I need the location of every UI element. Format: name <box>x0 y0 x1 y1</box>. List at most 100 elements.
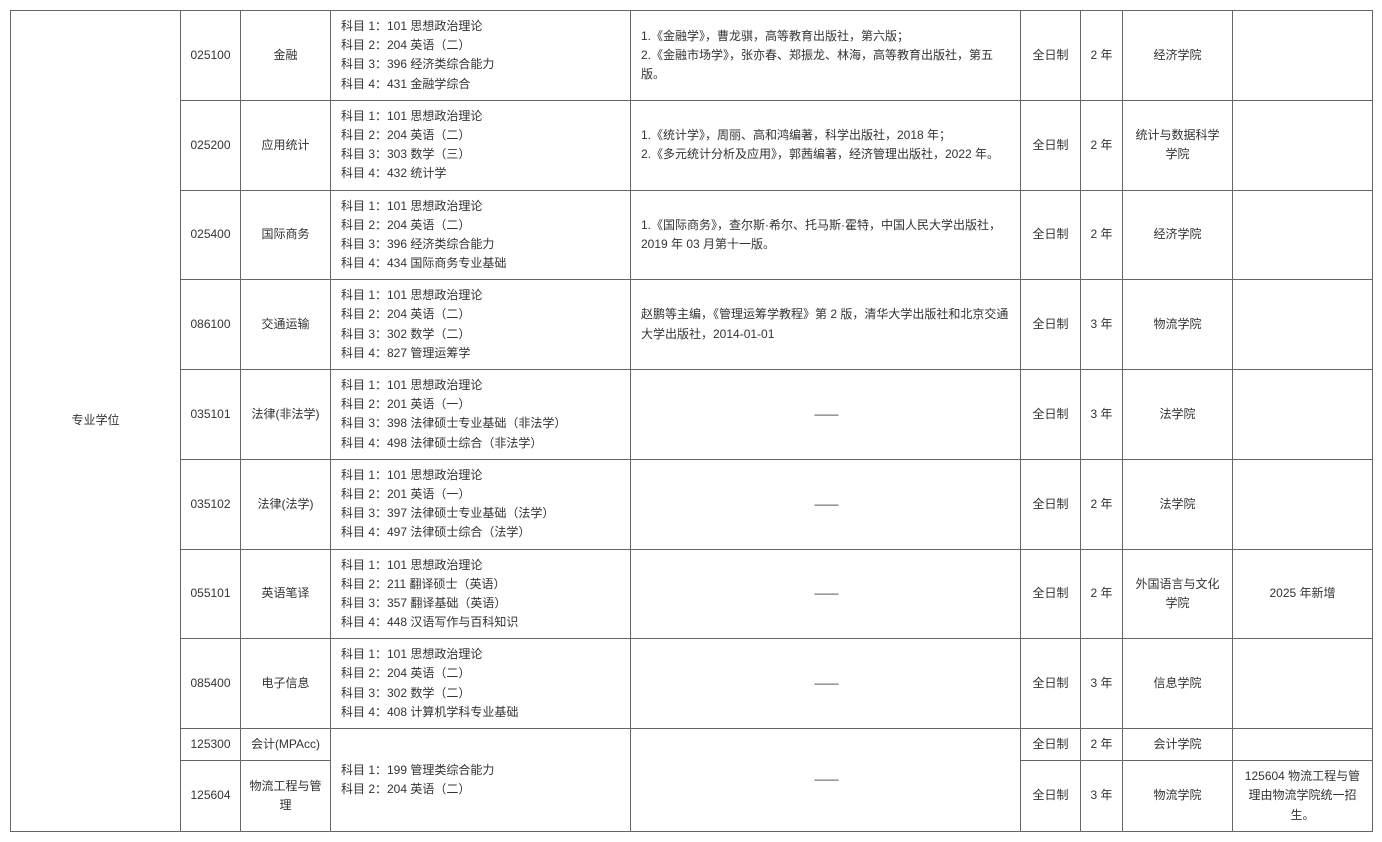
duration-cell: 2 年 <box>1081 11 1123 101</box>
duration-cell: 2 年 <box>1081 459 1123 549</box>
name-cell: 金融 <box>241 11 331 101</box>
duration-cell: 2 年 <box>1081 100 1123 190</box>
code-cell: 055101 <box>181 549 241 639</box>
note-cell <box>1233 11 1373 101</box>
subject-line: 科目 1：101 思想政治理论 <box>341 199 482 213</box>
subject-line: 科目 1：101 思想政治理论 <box>341 468 482 482</box>
subject-line: 科目 4：498 法律硕士综合（非法学） <box>341 436 542 450</box>
dept-cell: 经济学院 <box>1123 190 1233 280</box>
code-cell: 125300 <box>181 729 241 761</box>
duration-cell: 3 年 <box>1081 639 1123 729</box>
mode-cell: 全日制 <box>1021 761 1081 832</box>
duration-cell: 2 年 <box>1081 549 1123 639</box>
refs-cell: —— <box>631 459 1021 549</box>
subject-line: 科目 3：302 数学（二） <box>341 686 470 700</box>
mode-cell: 全日制 <box>1021 370 1081 460</box>
subject-line: 科目 2：204 英语（二） <box>341 128 470 142</box>
subject-line: 科目 3：303 数学（三） <box>341 147 470 161</box>
subject-line: 科目 4：448 汉语写作与百科知识 <box>341 615 518 629</box>
category-cell: 专业学位 <box>11 11 181 832</box>
note-cell <box>1233 280 1373 370</box>
program-table: 专业学位 025100 金融 科目 1：101 思想政治理论 科目 2：204 … <box>10 10 1373 832</box>
table-row: 025200 应用统计 科目 1：101 思想政治理论 科目 2：204 英语（… <box>11 100 1373 190</box>
name-cell: 交通运输 <box>241 280 331 370</box>
mode-cell: 全日制 <box>1021 11 1081 101</box>
subjects-cell: 科目 1：101 思想政治理论 科目 2：204 英语（二） 科目 3：302 … <box>331 280 631 370</box>
dept-cell: 会计学院 <box>1123 729 1233 761</box>
code-cell: 035102 <box>181 459 241 549</box>
mode-cell: 全日制 <box>1021 639 1081 729</box>
note-cell <box>1233 729 1373 761</box>
name-cell: 电子信息 <box>241 639 331 729</box>
table-row: 035102 法律(法学) 科目 1：101 思想政治理论 科目 2：201 英… <box>11 459 1373 549</box>
dept-cell: 统计与数据科学学院 <box>1123 100 1233 190</box>
subject-line: 科目 1：101 思想政治理论 <box>341 647 482 661</box>
dept-cell: 物流学院 <box>1123 280 1233 370</box>
refs-cell: —— <box>631 639 1021 729</box>
subject-line: 科目 1：101 思想政治理论 <box>341 288 482 302</box>
table-row: 085400 电子信息 科目 1：101 思想政治理论 科目 2：204 英语（… <box>11 639 1373 729</box>
dept-cell: 法学院 <box>1123 459 1233 549</box>
name-cell: 英语笔译 <box>241 549 331 639</box>
dept-cell: 信息学院 <box>1123 639 1233 729</box>
code-cell: 125604 <box>181 761 241 832</box>
subject-line: 科目 3：302 数学（二） <box>341 327 470 341</box>
refs-cell: —— <box>631 549 1021 639</box>
subject-line: 科目 3：357 翻译基础（英语） <box>341 596 506 610</box>
subject-line: 科目 3：396 经济类综合能力 <box>341 237 494 251</box>
name-cell: 会计(MPAcc) <box>241 729 331 761</box>
table-row: 086100 交通运输 科目 1：101 思想政治理论 科目 2：204 英语（… <box>11 280 1373 370</box>
code-cell: 025200 <box>181 100 241 190</box>
note-cell <box>1233 190 1373 280</box>
subject-line: 科目 4：827 管理运筹学 <box>341 346 470 360</box>
mode-cell: 全日制 <box>1021 190 1081 280</box>
dept-cell: 物流学院 <box>1123 761 1233 832</box>
subject-line: 科目 2：204 英语（二） <box>341 666 470 680</box>
subject-line: 科目 3：398 法律硕士专业基础（非法学） <box>341 416 566 430</box>
duration-cell: 2 年 <box>1081 190 1123 280</box>
subject-line: 科目 3：397 法律硕士专业基础（法学） <box>341 506 554 520</box>
table-row: 035101 法律(非法学) 科目 1：101 思想政治理论 科目 2：201 … <box>11 370 1373 460</box>
subject-line: 科目 4：497 法律硕士综合（法学） <box>341 525 530 539</box>
note-cell <box>1233 639 1373 729</box>
subject-line: 科目 4：434 国际商务专业基础 <box>341 256 506 270</box>
name-cell: 国际商务 <box>241 190 331 280</box>
mode-cell: 全日制 <box>1021 280 1081 370</box>
duration-cell: 3 年 <box>1081 370 1123 460</box>
refs-cell: 赵鹏等主编，《管理运筹学教程》第 2 版，清华大学出版社和北京交通大学出版社，2… <box>631 280 1021 370</box>
duration-cell: 3 年 <box>1081 280 1123 370</box>
table-row: 025400 国际商务 科目 1：101 思想政治理论 科目 2：204 英语（… <box>11 190 1373 280</box>
note-cell <box>1233 100 1373 190</box>
table-row: 125300 会计(MPAcc) 科目 1：199 管理类综合能力 科目 2：2… <box>11 729 1373 761</box>
code-cell: 025100 <box>181 11 241 101</box>
subject-line: 科目 2：204 英语（二） <box>341 218 470 232</box>
subjects-cell: 科目 1：101 思想政治理论 科目 2：201 英语（一） 科目 3：397 … <box>331 459 631 549</box>
dept-cell: 法学院 <box>1123 370 1233 460</box>
name-cell: 物流工程与管理 <box>241 761 331 832</box>
refs-cell: —— <box>631 729 1021 832</box>
table-row: 专业学位 025100 金融 科目 1：101 思想政治理论 科目 2：204 … <box>11 11 1373 101</box>
duration-cell: 3 年 <box>1081 761 1123 832</box>
subject-line: 科目 4：431 金融学综合 <box>341 77 470 91</box>
mode-cell: 全日制 <box>1021 100 1081 190</box>
note-cell: 125604 物流工程与管理由物流学院统一招生。 <box>1233 761 1373 832</box>
subjects-cell: 科目 1：101 思想政治理论 科目 2：201 英语（一） 科目 3：398 … <box>331 370 631 460</box>
code-cell: 086100 <box>181 280 241 370</box>
subjects-cell: 科目 1：101 思想政治理论 科目 2：204 英语（二） 科目 3：396 … <box>331 11 631 101</box>
refs-cell: 1.《金融学》，曹龙骐，高等教育出版社，第六版； 2.《金融市场学》，张亦春、郑… <box>631 11 1021 101</box>
subject-line: 科目 4：432 统计学 <box>341 166 446 180</box>
subject-line: 科目 2：211 翻译硕士（英语） <box>341 577 505 591</box>
subject-line: 科目 1：101 思想政治理论 <box>341 378 482 392</box>
dept-cell: 经济学院 <box>1123 11 1233 101</box>
subjects-cell: 科目 1：199 管理类综合能力 科目 2：204 英语（二） <box>331 729 631 832</box>
name-cell: 法律(非法学) <box>241 370 331 460</box>
dept-cell: 外国语言与文化学院 <box>1123 549 1233 639</box>
subjects-cell: 科目 1：101 思想政治理论 科目 2：211 翻译硕士（英语） 科目 3：3… <box>331 549 631 639</box>
subjects-cell: 科目 1：101 思想政治理论 科目 2：204 英语（二） 科目 3：396 … <box>331 190 631 280</box>
duration-cell: 2 年 <box>1081 729 1123 761</box>
subject-line: 科目 2：201 英语（一） <box>341 487 470 501</box>
subject-line: 科目 1：101 思想政治理论 <box>341 109 482 123</box>
subject-line: 科目 3：396 经济类综合能力 <box>341 57 494 71</box>
refs-cell: —— <box>631 370 1021 460</box>
refs-cell: 1.《国际商务》，查尔斯·希尔、托马斯·霍特，中国人民大学出版社，2019 年 … <box>631 190 1021 280</box>
